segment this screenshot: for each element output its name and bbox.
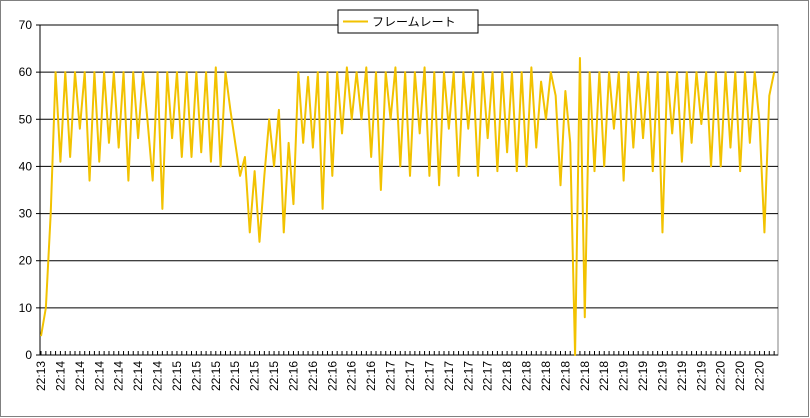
x-tick-label: 22:15 [267, 361, 281, 391]
x-tick-label: 22:15 [209, 361, 223, 391]
x-tick-label: 22:18 [500, 361, 514, 391]
legend: フレームレート [337, 9, 479, 34]
x-tick-label: 22:16 [345, 361, 359, 391]
x-tick-label: 22:18 [578, 361, 592, 391]
x-tick-label: 22:15 [189, 361, 203, 391]
x-tick-label: 22:16 [286, 361, 300, 391]
x-tick-label: 22:17 [384, 361, 398, 391]
y-tick-label: 20 [19, 254, 33, 268]
x-tick-label: 22:14 [92, 361, 106, 391]
x-tick-label: 22:18 [558, 361, 572, 391]
x-tick-label: 22:18 [597, 361, 611, 391]
x-tick-label: 22:20 [733, 361, 747, 391]
x-tick-label: 22:15 [170, 361, 184, 391]
x-tick-label: 22:20 [753, 361, 767, 391]
x-tick-label: 22:13 [34, 361, 48, 391]
x-tick-label: 22:16 [364, 361, 378, 391]
x-tick-label: 22:19 [655, 361, 669, 391]
x-tick-label: 22:17 [422, 361, 436, 391]
y-tick-label: 50 [19, 112, 33, 126]
y-tick-label: 60 [19, 65, 33, 79]
x-tick-label: 22:19 [636, 361, 650, 391]
x-tick-label: 22:17 [461, 361, 475, 391]
x-tick-label: 22:18 [539, 361, 553, 391]
x-tick-label: 22:18 [520, 361, 534, 391]
x-tick-label: 22:14 [131, 361, 145, 391]
x-tick-label: 22:14 [73, 361, 87, 391]
y-tick-label: 30 [19, 207, 33, 221]
x-tick-label: 22:14 [151, 361, 165, 391]
x-tick-label: 22:17 [442, 361, 456, 391]
x-tick-label: 22:14 [112, 361, 126, 391]
data-line [40, 57, 776, 356]
y-tick-label: 70 [19, 18, 33, 32]
y-tick-label: 0 [25, 348, 32, 362]
x-tick-label: 22:17 [481, 361, 495, 391]
legend-box [337, 9, 479, 34]
x-tick-label: 22:19 [617, 361, 631, 391]
x-tick-label: 22:17 [403, 361, 417, 391]
x-tick-label: 22:16 [325, 361, 339, 391]
x-tick-label: 22:15 [228, 361, 242, 391]
x-tick-label: 22:19 [675, 361, 689, 391]
y-tick-label: 10 [19, 301, 33, 315]
x-tick-label: 22:19 [694, 361, 708, 391]
legend-label: フレームレート [372, 15, 456, 29]
x-tick-label: 22:20 [714, 361, 728, 391]
x-tick-label: 22:14 [53, 361, 67, 391]
y-tick-label: 40 [19, 159, 33, 173]
x-tick-label: 22:16 [306, 361, 320, 391]
x-tick-label: 22:15 [248, 361, 262, 391]
